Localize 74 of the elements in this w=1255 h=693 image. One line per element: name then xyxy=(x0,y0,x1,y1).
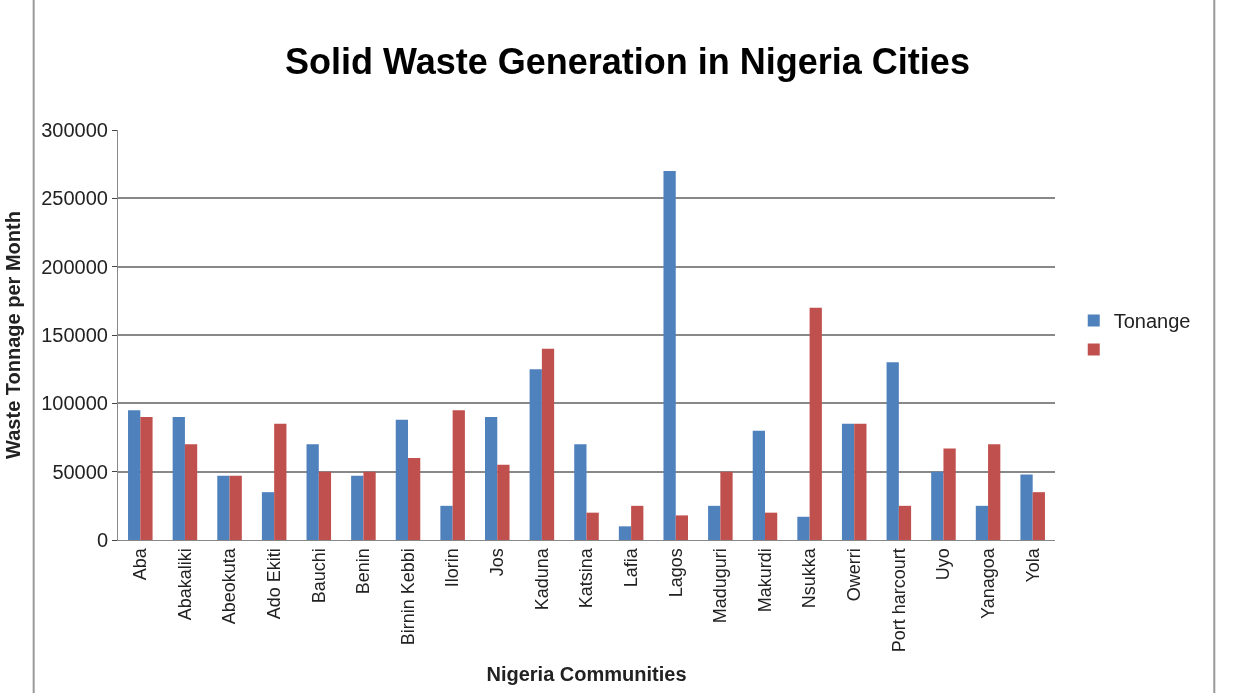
bar xyxy=(675,515,689,540)
y-tick-label: 100000 xyxy=(41,392,108,415)
x-tick-label: Maduguri xyxy=(710,548,731,624)
bar xyxy=(274,423,287,540)
x-tick-label: Owerri xyxy=(844,548,865,602)
bar xyxy=(172,417,185,540)
bar xyxy=(618,526,632,540)
bar xyxy=(631,505,644,540)
x-tick-label: Yola xyxy=(1022,547,1043,583)
bar xyxy=(440,505,453,540)
bar xyxy=(261,492,275,540)
y-tick-label: 0 xyxy=(96,529,108,551)
y-tick-label: 50000 xyxy=(52,460,108,483)
bar xyxy=(229,475,242,540)
bar xyxy=(886,362,899,540)
x-tick-label: Ado Ekiti xyxy=(264,548,285,620)
bar xyxy=(184,444,198,540)
x-tick-label: Abeokuta xyxy=(219,547,240,625)
y-tick-label: 300000 xyxy=(41,119,108,141)
bar xyxy=(497,464,510,540)
bar xyxy=(943,448,956,540)
bar xyxy=(975,505,989,540)
bar xyxy=(1032,492,1045,540)
x-tick-label: Port harcourt xyxy=(888,548,909,653)
legend-label: Tonange xyxy=(1113,310,1191,333)
x-tick-label: Birnin Kebbi xyxy=(397,548,418,646)
bar xyxy=(841,423,855,540)
bar xyxy=(988,444,1001,540)
bar xyxy=(1020,474,1033,540)
bar xyxy=(586,512,599,540)
bar xyxy=(351,475,364,540)
bar xyxy=(898,505,912,540)
y-tick-label: 150000 xyxy=(41,324,108,346)
bar xyxy=(484,417,498,540)
bar xyxy=(809,307,822,540)
x-tick-label: Kaduna xyxy=(531,547,552,611)
bar xyxy=(797,516,810,540)
bar xyxy=(128,410,141,540)
bar xyxy=(306,444,319,540)
y-axis-title: Waste Tonnage per Month xyxy=(1,211,24,459)
y-tick-label: 250000 xyxy=(41,187,108,210)
bar xyxy=(452,410,465,540)
bar xyxy=(720,471,733,540)
bar xyxy=(931,471,944,540)
bar xyxy=(663,171,676,540)
x-tick-label: Yanagoa xyxy=(977,547,998,619)
chart-title: Solid Waste Generation in Nigeria Cities xyxy=(285,40,970,82)
x-tick-label: Jos xyxy=(487,548,508,577)
bar xyxy=(140,417,153,540)
bar xyxy=(318,471,332,540)
y-tick-label: 200000 xyxy=(41,255,108,278)
x-tick-label: Ilorin xyxy=(442,548,463,588)
bar xyxy=(217,475,230,540)
x-tick-label: Lagos xyxy=(665,548,686,598)
x-axis-title: Nigeria Communities xyxy=(486,662,687,685)
bar xyxy=(408,458,421,540)
bar xyxy=(363,471,376,540)
bar xyxy=(752,430,765,540)
bar xyxy=(764,512,778,540)
bar xyxy=(529,369,542,540)
bar xyxy=(854,423,867,540)
x-tick-label: Benin xyxy=(353,548,374,595)
x-tick-label: Nsukka xyxy=(799,547,820,609)
bar xyxy=(708,505,721,540)
x-tick-label: Bauchi xyxy=(308,548,329,604)
x-tick-label: Abakaliki xyxy=(174,548,195,621)
x-tick-label: Uyo xyxy=(933,548,954,581)
bar xyxy=(395,419,409,540)
x-tick-label: Makurdi xyxy=(754,548,775,613)
x-tick-label: Lafia xyxy=(620,547,641,588)
bar xyxy=(574,444,587,540)
bar xyxy=(541,348,555,540)
x-tick-label: Aba xyxy=(130,547,151,581)
x-tick-label: Katsina xyxy=(576,547,597,609)
